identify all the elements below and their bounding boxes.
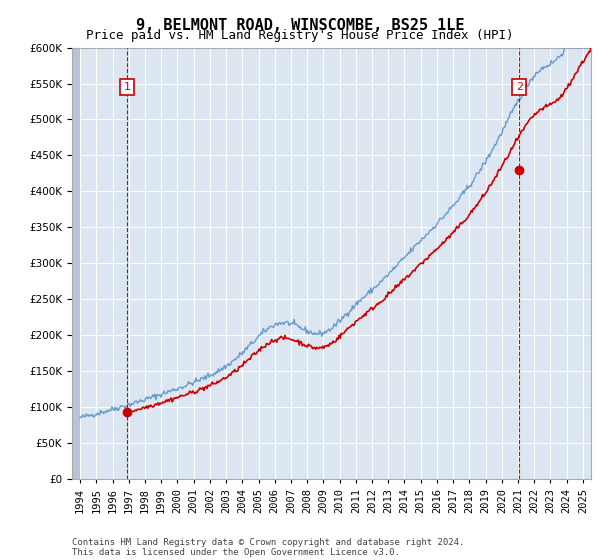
- Text: 2: 2: [516, 82, 523, 92]
- Text: Price paid vs. HM Land Registry's House Price Index (HPI): Price paid vs. HM Land Registry's House …: [86, 29, 514, 42]
- Text: 9, BELMONT ROAD, WINSCOMBE, BS25 1LE: 9, BELMONT ROAD, WINSCOMBE, BS25 1LE: [136, 18, 464, 33]
- Text: Contains HM Land Registry data © Crown copyright and database right 2024.
This d: Contains HM Land Registry data © Crown c…: [72, 538, 464, 557]
- Bar: [72, 48, 80, 479]
- Text: 1: 1: [124, 82, 131, 92]
